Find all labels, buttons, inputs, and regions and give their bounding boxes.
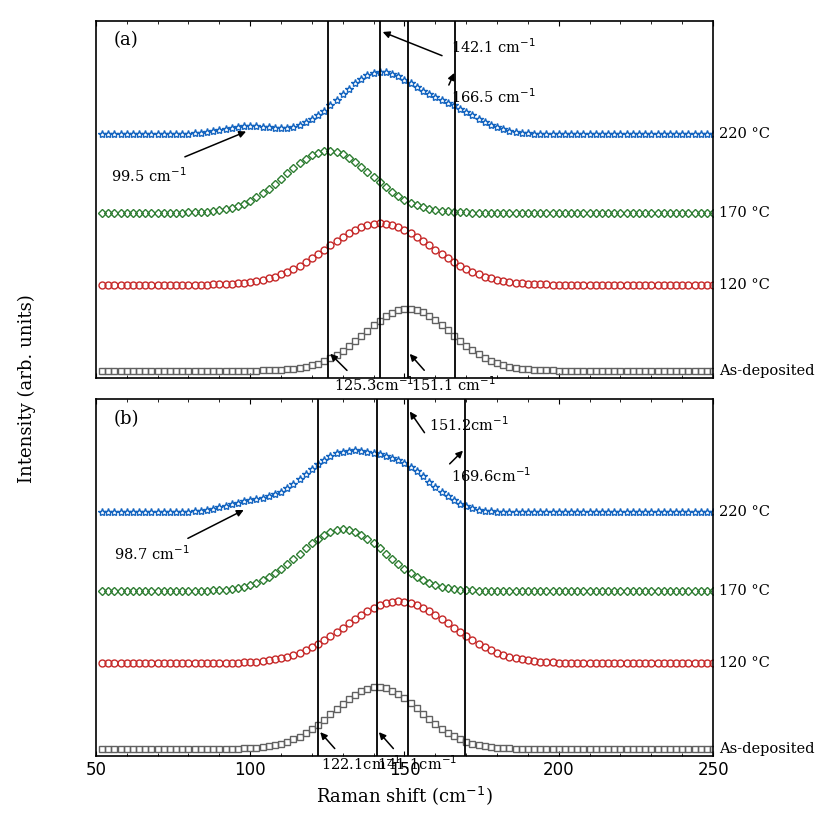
Text: 99.5 cm$^{-1}$: 99.5 cm$^{-1}$: [112, 167, 187, 185]
Text: 141.1cm$^{-1}$: 141.1cm$^{-1}$: [377, 754, 457, 773]
Text: 125.3cm$^{-1}$: 125.3cm$^{-1}$: [334, 376, 414, 395]
Text: 220 °C: 220 °C: [719, 127, 771, 141]
Text: 120 °C: 120 °C: [719, 656, 770, 670]
Text: 142.1 cm$^{-1}$: 142.1 cm$^{-1}$: [450, 37, 535, 55]
Text: Intensity (arb. units): Intensity (arb. units): [18, 294, 36, 482]
Text: As-deposited: As-deposited: [719, 363, 815, 377]
Text: As-deposited: As-deposited: [719, 742, 815, 756]
Text: 120 °C: 120 °C: [719, 278, 770, 292]
Text: 98.7 cm$^{-1}$: 98.7 cm$^{-1}$: [114, 545, 190, 563]
X-axis label: Raman shift (cm$^{-1}$): Raman shift (cm$^{-1}$): [316, 784, 493, 807]
Text: 122.1cm$^{-1}$: 122.1cm$^{-1}$: [321, 754, 401, 773]
Text: 151.1 cm$^{-1}$: 151.1 cm$^{-1}$: [410, 376, 495, 395]
Text: 169.6cm$^{-1}$: 169.6cm$^{-1}$: [450, 466, 531, 485]
Text: 151.2cm$^{-1}$: 151.2cm$^{-1}$: [430, 415, 509, 434]
Text: 220 °C: 220 °C: [719, 506, 771, 520]
Text: (b): (b): [113, 410, 138, 428]
Text: 170 °C: 170 °C: [719, 206, 770, 220]
Text: 166.5 cm$^{-1}$: 166.5 cm$^{-1}$: [450, 88, 535, 107]
Text: 170 °C: 170 °C: [719, 584, 770, 598]
Text: (a): (a): [113, 31, 138, 50]
